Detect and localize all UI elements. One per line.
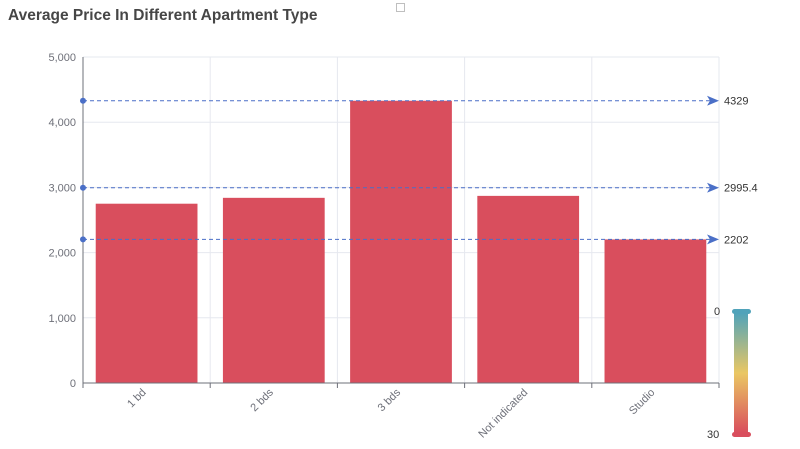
bar-not-indicated (477, 195, 580, 383)
markline-label: 4329 (724, 96, 748, 108)
x-tick-label: 2 bds (248, 386, 276, 414)
bar-1-bd (95, 203, 198, 383)
y-tick-label: 5,000 (48, 52, 76, 64)
visualmap-top-handle (732, 309, 751, 314)
chart-title: Average Price In Different Apartment Typ… (8, 7, 318, 24)
bar-studio (604, 239, 707, 383)
legend-toggle-icon[interactable] (396, 3, 405, 12)
bar-3-bds (350, 100, 452, 383)
x-tick-label: 1 bd (125, 387, 149, 411)
y-tick-label: 2,000 (48, 248, 76, 260)
visualmap-min-label: 0 (714, 306, 721, 318)
markline-label: 2202 (724, 234, 748, 246)
x-tick-label: Studio (627, 387, 658, 418)
y-tick-label: 1,000 (48, 313, 76, 325)
visualmap-max-label: 30 (707, 429, 720, 441)
y-tick-label: 3,000 (48, 182, 76, 194)
x-tick-label: 3 bds (376, 386, 404, 414)
visualmap-gradient-bar (734, 313, 748, 433)
bar-2-bds (222, 197, 325, 383)
visualmap-bottom-handle (732, 432, 751, 437)
y-tick-label: 4,000 (48, 117, 76, 129)
markline-label: 2995.4 (724, 183, 758, 195)
y-tick-label: 0 (70, 378, 76, 390)
x-tick-label: Not indicated (476, 387, 530, 441)
